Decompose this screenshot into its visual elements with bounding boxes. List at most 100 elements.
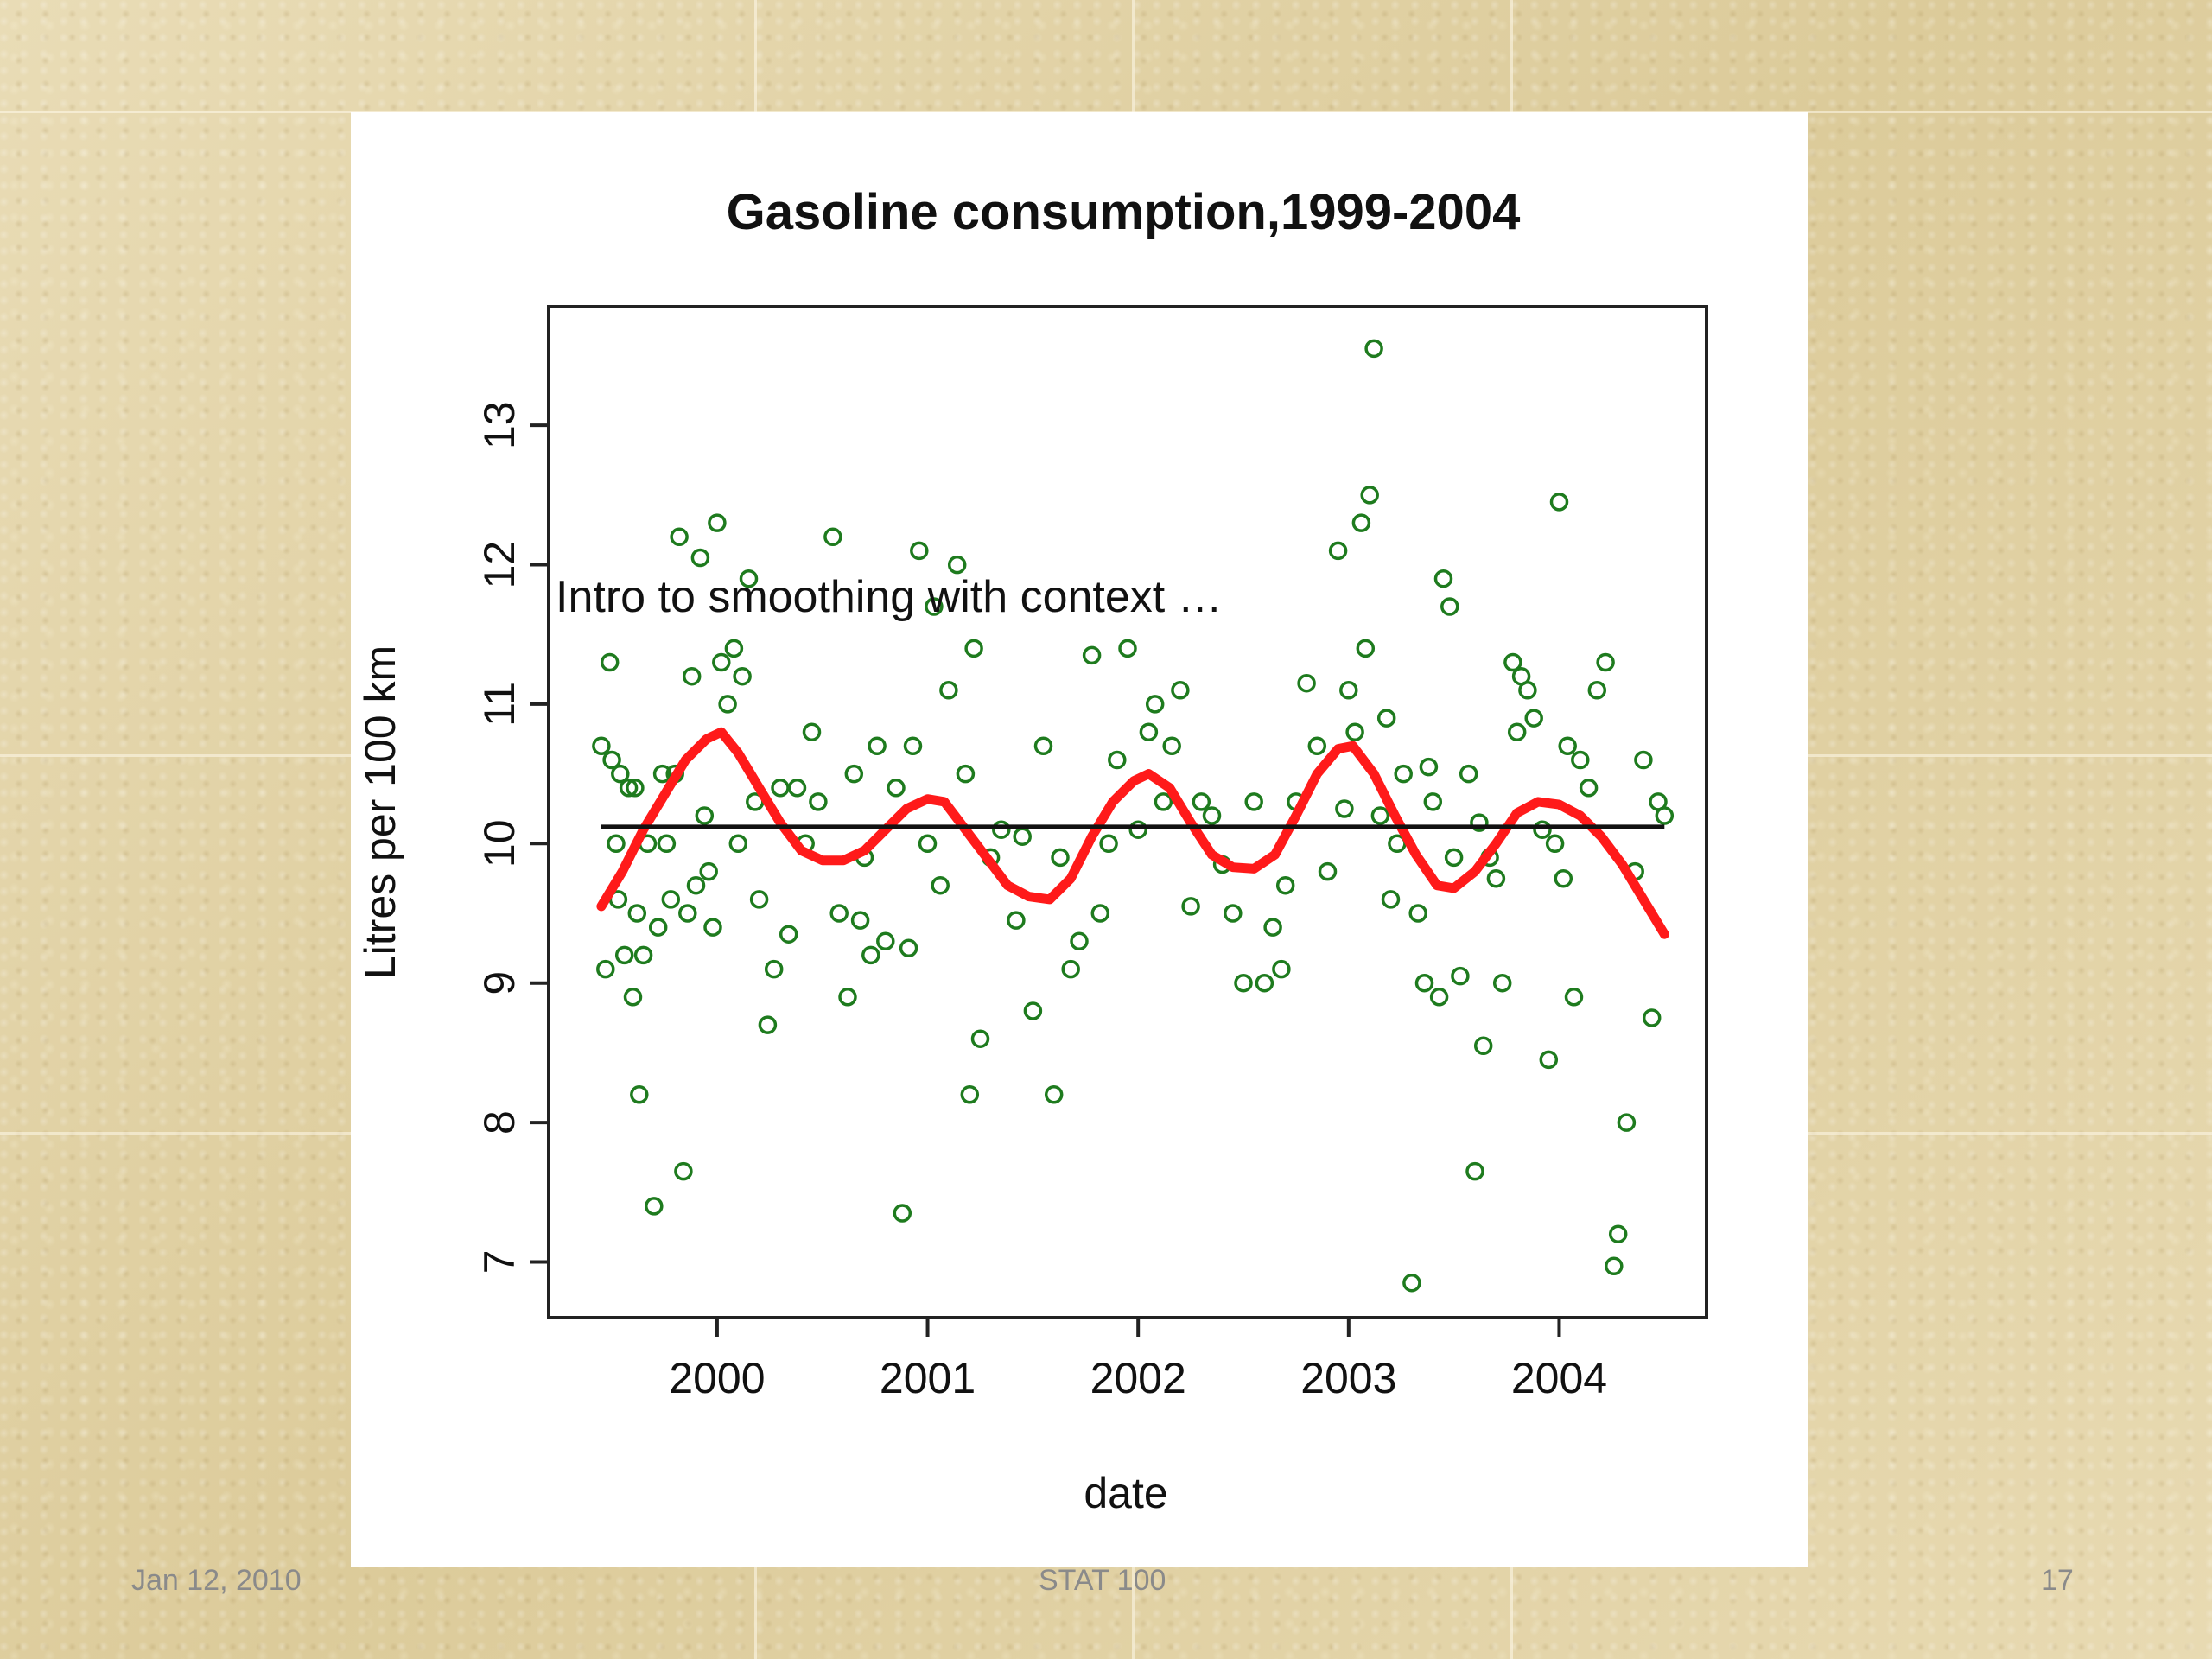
data-point: [893, 1204, 912, 1223]
data-point: [1408, 904, 1427, 923]
data-point: [1440, 597, 1459, 616]
data-point: [823, 527, 842, 547]
plot-image-background: [351, 112, 1808, 1567]
data-point: [1605, 1256, 1624, 1276]
data-point: [1617, 1113, 1637, 1132]
x-tick-label: 2004: [1511, 1354, 1607, 1402]
data-point: [850, 911, 870, 930]
data-point: [1564, 988, 1584, 1007]
data-point: [1473, 1036, 1493, 1056]
data-point: [1328, 541, 1348, 561]
data-point: [1224, 904, 1243, 923]
y-tick-label: 9: [475, 971, 524, 995]
x-tick-label: 2003: [1300, 1354, 1396, 1402]
data-point: [802, 722, 822, 741]
data-point: [1451, 966, 1470, 986]
data-point: [1414, 973, 1434, 993]
data-point: [899, 938, 918, 958]
data-point: [678, 904, 697, 923]
data-point: [648, 918, 668, 937]
data-point: [1655, 806, 1675, 825]
data-point: [861, 945, 880, 965]
slide-overlay-text: Intro to smoothing with context …: [556, 572, 1223, 622]
data-point: [749, 890, 769, 909]
data-point: [1318, 861, 1338, 881]
data-point: [699, 861, 718, 881]
data-point: [910, 541, 929, 561]
data-point: [1307, 736, 1327, 756]
data-point: [964, 639, 983, 658]
data-point: [1139, 722, 1159, 741]
data-point: [611, 764, 630, 784]
data-point: [1423, 792, 1443, 811]
background-tile-seam: [0, 111, 2212, 113]
y-tick-label: 12: [475, 541, 524, 589]
data-point: [1339, 681, 1358, 700]
data-point: [1192, 792, 1211, 811]
y-tick-label: 11: [475, 682, 524, 727]
data-point: [1486, 868, 1506, 888]
data-point: [1558, 736, 1577, 756]
data-point: [931, 875, 950, 895]
data-point: [970, 1029, 990, 1048]
data-point: [1433, 569, 1453, 588]
data-point: [1275, 875, 1295, 895]
data-point: [868, 736, 887, 756]
data-point: [1128, 820, 1147, 839]
data-point: [1234, 973, 1253, 993]
data-point: [674, 1161, 693, 1181]
data-point: [947, 555, 967, 575]
footer-course: STAT 100: [1039, 1564, 1166, 1597]
plot-area-frame: [547, 305, 1708, 1319]
data-point: [1381, 890, 1401, 909]
data-point: [1524, 709, 1543, 728]
data-point: [1533, 820, 1552, 839]
x-tick-label: 2000: [669, 1354, 765, 1402]
x-axis-label: date: [1084, 1469, 1167, 1517]
x-tick-label: 2002: [1090, 1354, 1186, 1402]
data-point: [1360, 486, 1379, 505]
data-point: [1554, 868, 1573, 888]
data-point: [1255, 973, 1274, 993]
data-point: [918, 834, 938, 854]
chart-title: Gasoline consumption,1999-2004: [727, 184, 1521, 240]
data-point: [1154, 792, 1173, 811]
data-point: [1297, 673, 1316, 693]
data-point: [1545, 834, 1565, 854]
data-point: [607, 834, 626, 854]
data-point: [1459, 764, 1478, 784]
data-point: [1370, 806, 1390, 825]
data-point: [1272, 959, 1291, 979]
data-point: [1376, 709, 1396, 728]
data-point: [764, 959, 784, 979]
data-point: [1108, 750, 1127, 770]
data-point: [1090, 904, 1110, 923]
data-point: [809, 792, 828, 811]
data-point: [1335, 799, 1354, 818]
data-point: [703, 918, 722, 937]
data-point: [1402, 1273, 1421, 1293]
data-point: [1044, 1085, 1064, 1104]
data-point: [1118, 639, 1137, 658]
data-point: [830, 904, 849, 923]
data-point: [661, 890, 681, 909]
data-point: [1099, 834, 1118, 854]
data-point: [1345, 722, 1364, 741]
data-point: [844, 764, 864, 784]
scatter-points: [592, 339, 1675, 1293]
y-tick-label: 10: [475, 819, 524, 868]
data-point: [724, 639, 744, 658]
data-point: [1007, 911, 1026, 930]
data-point: [1444, 848, 1464, 868]
data-point: [1429, 988, 1449, 1007]
data-point: [1033, 736, 1053, 756]
data-point: [1507, 722, 1527, 741]
data-point: [779, 925, 798, 944]
data-point: [838, 988, 857, 1007]
data-point: [1642, 1008, 1662, 1027]
data-point: [733, 666, 752, 686]
data-point: [630, 1085, 649, 1104]
data-point: [626, 779, 645, 798]
y-tick-label: 8: [475, 1110, 524, 1135]
